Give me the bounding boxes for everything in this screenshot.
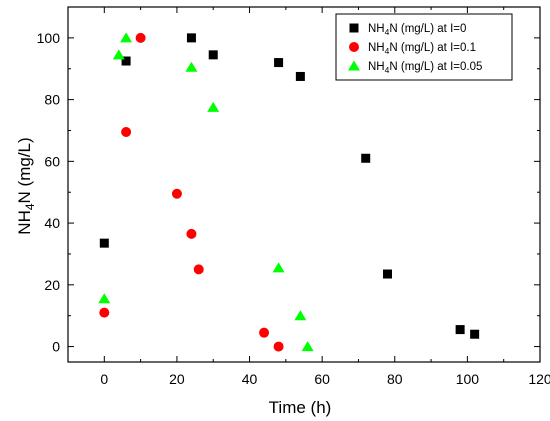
data-point-triangle xyxy=(294,310,307,321)
legend-marker-square xyxy=(349,23,359,33)
x-tick-label: 20 xyxy=(169,371,185,387)
y-tick-label: 80 xyxy=(44,92,60,108)
data-point-triangle xyxy=(185,61,198,72)
data-point-triangle xyxy=(272,262,285,273)
legend: NH4N (mg/L) at I=0 NH4N (mg/L) at I=0.1 NH… xyxy=(335,13,513,81)
legend-label: NH4N (mg/L) at I=0 xyxy=(368,23,466,37)
data-point-circle xyxy=(99,307,110,318)
axes: 0 20 40 60 80 100 120 0 20 40 60 80 100 xyxy=(37,6,550,387)
data-point-circle xyxy=(121,127,132,138)
data-point-circle xyxy=(259,327,270,338)
data-point-square xyxy=(121,56,131,66)
y-tick-label: 40 xyxy=(44,215,60,231)
legend-box xyxy=(335,13,513,81)
data-point-square xyxy=(99,238,109,248)
x-tick-label: 60 xyxy=(314,371,330,387)
x-tick-label: 0 xyxy=(100,371,108,387)
data-point-square xyxy=(208,50,218,60)
data-point-triangle xyxy=(120,32,133,43)
y-tick-label: 60 xyxy=(44,153,60,169)
data-point-square xyxy=(295,71,305,81)
data-points xyxy=(98,32,480,352)
legend-label: NH4N (mg/L) at I=0.1 xyxy=(368,42,476,56)
x-axis-title: Time (h) xyxy=(269,398,332,417)
data-point-square xyxy=(274,58,284,68)
data-point-circle xyxy=(186,228,197,239)
y-tick-label: 20 xyxy=(44,277,60,293)
x-tick-label: 120 xyxy=(528,371,550,387)
data-point-square xyxy=(470,329,480,339)
data-point-square xyxy=(186,33,196,43)
x-tick-label: 80 xyxy=(387,371,403,387)
data-point-circle xyxy=(135,32,146,43)
data-point-circle xyxy=(171,188,182,199)
data-point-triangle xyxy=(98,293,111,304)
data-point-circle xyxy=(193,264,204,275)
x-tick-label: 100 xyxy=(456,371,480,387)
data-point-triangle xyxy=(301,341,314,352)
plot-frame xyxy=(67,6,541,363)
y-axis-title: NH4N (mg/L) xyxy=(15,137,37,234)
legend-marker-circle xyxy=(349,42,359,52)
y-tick-label: 0 xyxy=(52,339,60,355)
data-point-triangle xyxy=(207,101,220,112)
data-point-circle xyxy=(273,341,284,352)
data-point-square xyxy=(361,153,371,163)
legend-label: NH4N (mg/L) at I=0.05 xyxy=(368,61,482,75)
data-point-square xyxy=(455,325,465,335)
data-point-triangle xyxy=(112,49,125,60)
x-tick-label: 40 xyxy=(242,371,258,387)
data-point-square xyxy=(383,269,393,279)
y-tick-label: 100 xyxy=(37,30,61,46)
legend-marker-triangle xyxy=(348,60,360,71)
